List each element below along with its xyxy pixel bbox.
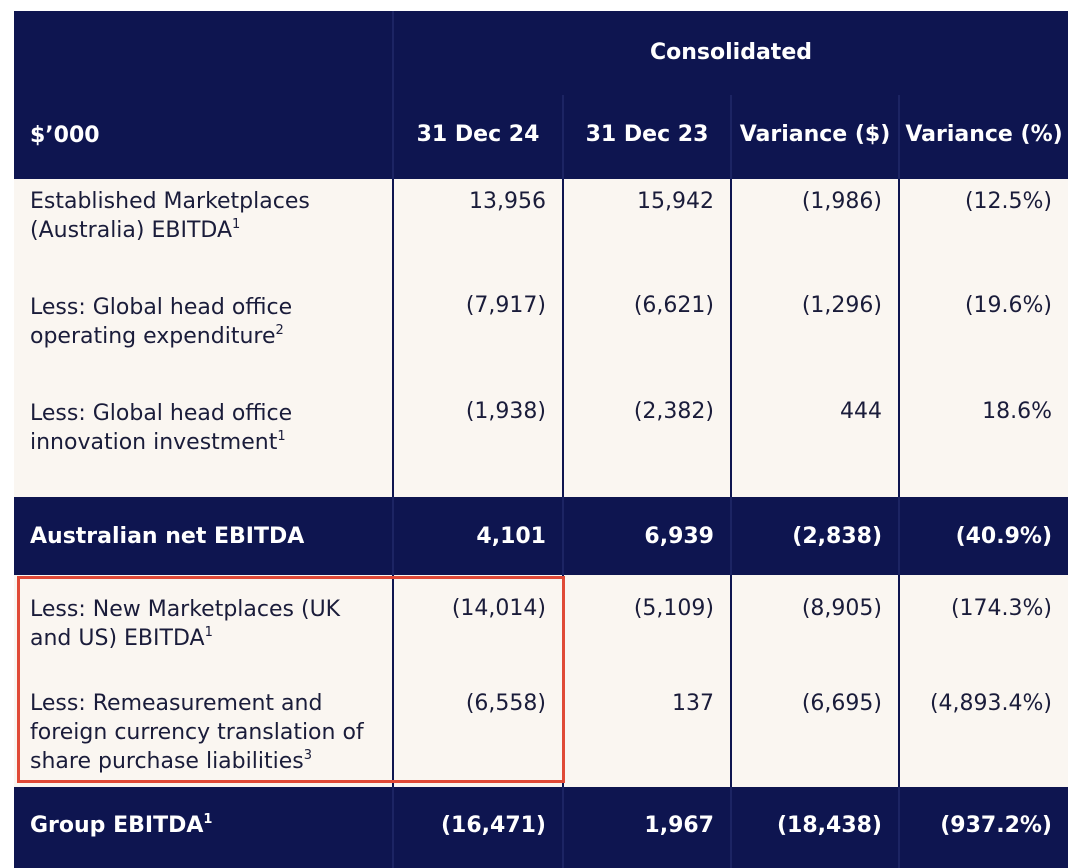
value-31-dec-23: (2,382) [633,399,714,424]
total-row: Group EBITDA1 (16,471) 1,967 (18,438) (9… [14,787,1068,868]
table-row: Less: Global head office operating expend… [14,285,1068,391]
value-31-dec-24: (6,558) [465,691,546,716]
value-variance-dollars: (6,695) [801,691,882,716]
value-variance-dollars: (1,986) [801,189,882,214]
value-variance-percent: 18.6% [982,399,1052,424]
table-row: Established Marketplaces (Australia) EBIT… [14,179,1068,285]
table-row: Less: Remeasurement and foreign currency … [14,681,1068,787]
value-31-dec-24: 13,956 [469,189,546,214]
value-31-dec-23: (6,621) [633,293,714,318]
value-variance-dollars: 444 [840,399,882,424]
value-31-dec-24: (1,938) [465,399,546,424]
value-variance-dollars: (1,296) [801,293,882,318]
row-label: Established Marketplaces (Australia) EBIT… [30,189,310,243]
header-31-dec-23: 31 Dec 23 [562,95,730,179]
ebitda-table: $’000 Consolidated 31 Dec 24 31 Dec 23 V… [14,11,1068,868]
value-variance-percent: (4,893.4%) [929,691,1052,716]
row-label: Less: Global head office operating expend… [30,295,293,349]
value-variance-percent: (174.3%) [950,596,1052,621]
value-variance-dollars: (8,905) [801,596,882,621]
value-variance-percent: (12.5%) [964,189,1052,214]
value-31-dec-23: 6,939 [644,524,714,549]
header-31-dec-24: 31 Dec 24 [392,95,562,179]
value-variance-dollars: (2,838) [792,524,882,549]
value-variance-percent: (937.2%) [940,813,1052,838]
value-31-dec-23: 1,967 [644,813,714,838]
subtotal-row: Australian net EBITDA 4,101 6,939 (2,838… [14,497,1068,575]
row-label: Less: Global head office innovation inves… [30,401,293,455]
value-31-dec-23: 15,942 [637,189,714,214]
consolidated-group-header: Consolidated [392,11,1068,95]
value-31-dec-23: (5,109) [633,596,714,621]
value-31-dec-24: (16,471) [440,813,546,838]
value-variance-percent: (19.6%) [964,293,1052,318]
row-label: Australian net EBITDA [30,524,305,549]
value-31-dec-24: 4,101 [476,524,546,549]
header-variance-dollars: Variance ($) [730,95,898,179]
table-row: Less: New Marketplaces (UK and US) EBITDA… [14,575,1068,681]
header-units: $’000 [30,123,100,148]
value-variance-percent: (40.9%) [955,524,1052,549]
row-label: Group EBITDA1 [30,812,213,838]
row-label: Less: Remeasurement and foreign currency … [30,691,364,774]
value-31-dec-23: 137 [672,691,714,716]
row-label: Less: New Marketplaces (UK and US) EBITDA… [30,597,341,651]
value-31-dec-24: (7,917) [465,293,546,318]
header-variance-percent: Variance (%) [898,95,1068,179]
value-variance-dollars: (18,438) [776,813,882,838]
value-31-dec-24: (14,014) [451,596,546,621]
table-row: Less: Global head office innovation inves… [14,391,1068,497]
table-header: $’000 Consolidated 31 Dec 24 31 Dec 23 V… [14,11,1068,179]
header-label-cell: $’000 [14,11,392,179]
